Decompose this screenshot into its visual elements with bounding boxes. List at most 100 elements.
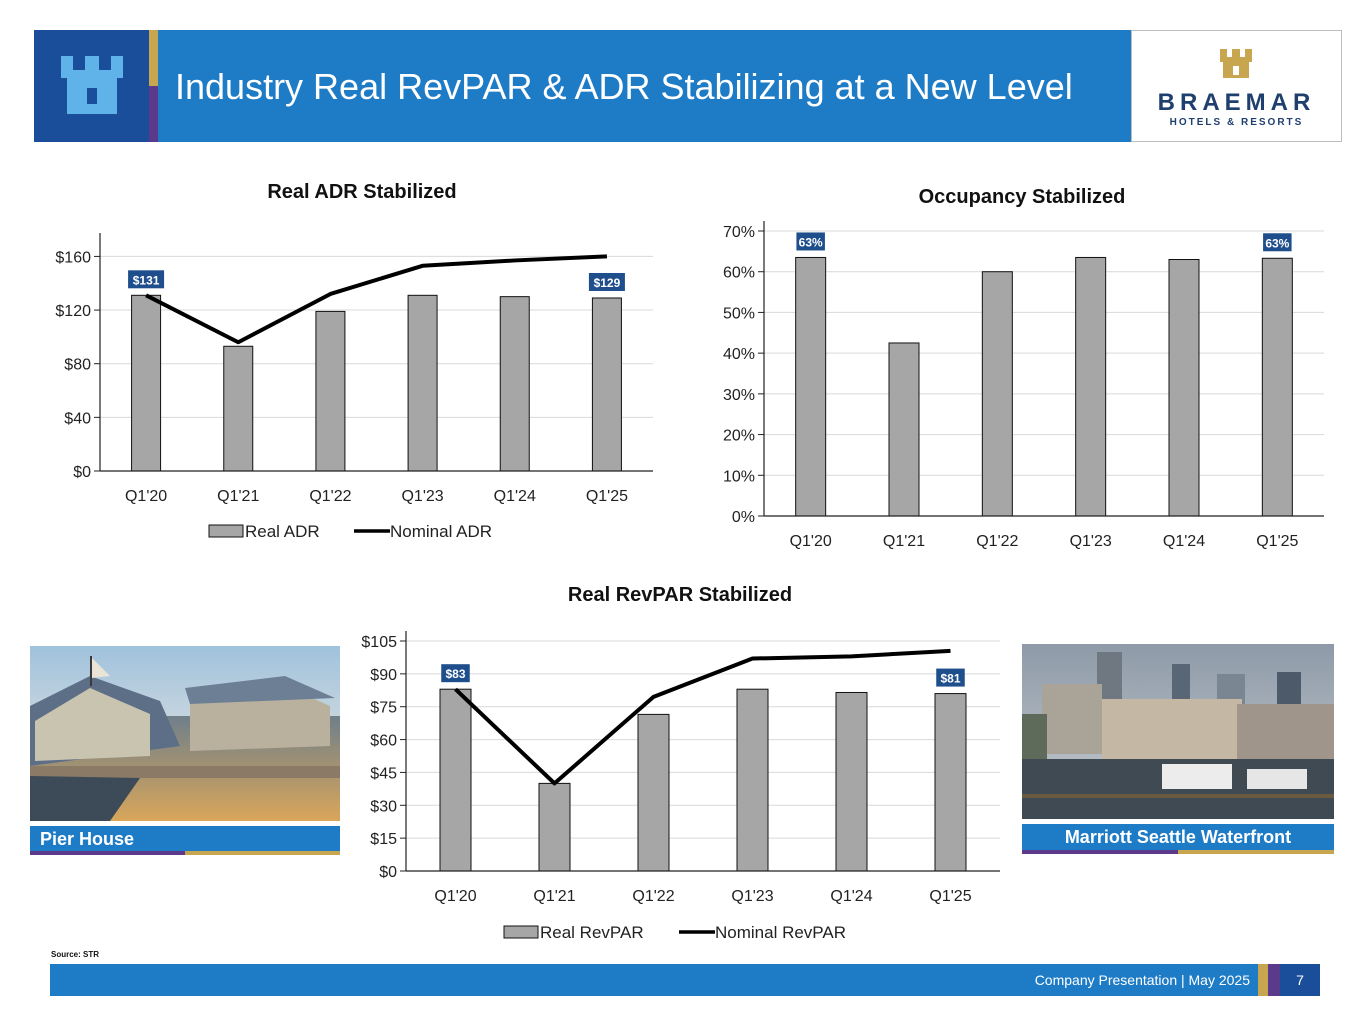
revpar-bar: [637, 713, 670, 872]
occ-ytick-label: 10%: [723, 468, 755, 485]
revpar-bar: [736, 688, 769, 872]
castle-logo-icon: [1220, 49, 1252, 78]
adr-bar: [315, 310, 346, 472]
revpar-ytick-label: $75: [370, 700, 397, 717]
revpar-ytick-label: $105: [361, 634, 397, 651]
footer-accent-purple: [1268, 964, 1280, 996]
logo-tagline: HOTELS & RESORTS: [1169, 117, 1304, 128]
adr-xtick-label: Q1'22: [309, 488, 351, 505]
occ-ytick-label: 20%: [723, 428, 755, 445]
adr-ytick-label: $80: [64, 357, 91, 374]
source-note: Source: STR: [51, 950, 100, 959]
adr-data-label: $131: [133, 273, 160, 287]
adr-xtick-label: Q1'21: [217, 488, 259, 505]
adr-chart: $0 $40 $80 $120 $160 Q1'20 Q1'21 Q1'22 Q1'23 Q1'2…: [55, 233, 653, 541]
adr-xtick-label: Q1'23: [401, 488, 443, 505]
occ-bar: [981, 271, 1013, 517]
occupancy-chart-title: Occupancy Stabilized: [918, 186, 1126, 208]
occ-data-label-bg: [1263, 233, 1292, 252]
occ-xtick-label: Q1'23: [1070, 533, 1112, 550]
occ-xtick-label: Q1'25: [1256, 533, 1298, 550]
occ-ytick-label: 60%: [723, 265, 755, 282]
braemar-logo: BRAEMAR HOTELS & RESORTS: [1131, 30, 1342, 142]
adr-ytick-label: $160: [55, 249, 91, 266]
revpar-xtick-label: Q1'25: [929, 888, 971, 905]
occ-bar: [1168, 259, 1200, 517]
caption-accent-purple-2: [1022, 850, 1178, 854]
revpar-legend-line-label: Nominal RevPAR: [715, 923, 846, 942]
adr-data-label-bg: [128, 270, 165, 289]
adr-bar: [223, 345, 254, 472]
occ-data-label-bg: [796, 232, 825, 251]
caption-accent-gold-2: [1178, 850, 1334, 854]
revpar-ytick-label: $45: [370, 765, 397, 782]
revpar-xtick-label: Q1'22: [632, 888, 674, 905]
revpar-legend-bar-swatch: [503, 925, 539, 939]
adr-legend-line-label: Nominal ADR: [390, 522, 492, 541]
page-number: 7: [1280, 964, 1320, 996]
revpar-bar: [934, 693, 967, 872]
adr-legend-bar-swatch: [208, 524, 244, 538]
occ-xtick-label: Q1'21: [883, 533, 925, 550]
adr-legend-bar-label: Real ADR: [245, 522, 320, 541]
adr-ytick-label: $120: [55, 303, 91, 320]
revpar-data-label: $83: [445, 667, 465, 681]
footer-text: Company Presentation | May 2025: [1034, 972, 1250, 988]
revpar-xtick-label: Q1'20: [434, 888, 476, 905]
occ-data-label: 63%: [1265, 236, 1289, 250]
marriott-seattle-caption: Marriott Seattle Waterfront: [1022, 824, 1334, 850]
adr-data-label-bg: [588, 272, 625, 291]
revpar-ytick-label: $90: [370, 667, 397, 684]
adr-bar: [499, 296, 530, 472]
revpar-ytick-label: $30: [370, 798, 397, 815]
revpar-chart: $0 $15 $30 $45 $60 $75 $90 $105 Q1'20 Q1'21 Q1'22 Q…: [361, 631, 1000, 942]
caption-accent-gold: [185, 851, 340, 855]
footer-bar: Company Presentation | May 2025: [50, 964, 1258, 996]
header-logo-block: [34, 30, 149, 142]
adr-xtick-label: Q1'20: [125, 488, 167, 505]
revpar-xtick-label: Q1'24: [830, 888, 872, 905]
pier-house-caption: Pier House: [30, 826, 340, 852]
revpar-data-label-bg: [936, 668, 965, 687]
revpar-chart-title: Real RevPAR Stabilized: [567, 584, 793, 606]
occ-ytick-label: 50%: [723, 305, 755, 322]
occ-bar: [795, 256, 827, 517]
header-band: [158, 30, 1131, 142]
caption-accent-purple: [30, 851, 185, 855]
occ-ytick-label: 30%: [723, 387, 755, 404]
revpar-bar: [439, 688, 472, 872]
occ-bar: [1075, 256, 1107, 517]
occ-ytick-label: 70%: [723, 224, 755, 241]
revpar-data-label-bg: [441, 664, 470, 683]
page-title: Industry Real RevPAR & ADR Stabilizing a…: [175, 66, 1073, 107]
header-accent-gold: [149, 30, 158, 86]
occ-ytick-label: 40%: [723, 346, 755, 363]
marriott-seattle-image: [1022, 644, 1334, 819]
revpar-ytick-label: $15: [370, 831, 397, 848]
pier-house-photo: [30, 646, 340, 821]
revpar-data-label: $81: [940, 672, 960, 686]
revpar-bar: [835, 691, 868, 872]
occ-xtick-label: Q1'20: [790, 533, 832, 550]
footer-accent-gold: [1258, 964, 1268, 996]
pier-house-image: [30, 646, 340, 821]
occ-bar: [1261, 257, 1293, 517]
adr-chart-title: Real ADR Stabilized: [267, 181, 457, 203]
revpar-ytick-label: $60: [370, 733, 397, 750]
occ-xtick-label: Q1'24: [1163, 533, 1205, 550]
adr-bar: [407, 294, 438, 472]
adr-line-series: [145, 254, 608, 345]
adr-bar: [591, 297, 622, 472]
adr-xtick-label: Q1'24: [494, 488, 536, 505]
header-accent-purple: [149, 86, 158, 142]
revpar-bar: [538, 782, 571, 872]
adr-xtick-label: Q1'25: [586, 488, 628, 505]
revpar-xtick-label: Q1'23: [731, 888, 773, 905]
logo-wordmark: BRAEMAR: [1157, 89, 1316, 116]
revpar-ytick-label: $0: [379, 864, 397, 881]
revpar-xtick-label: Q1'21: [533, 888, 575, 905]
occ-data-label: 63%: [799, 235, 823, 249]
occ-bar: [888, 342, 920, 517]
occ-xtick-label: Q1'22: [976, 533, 1018, 550]
adr-ytick-label: $0: [73, 464, 91, 481]
